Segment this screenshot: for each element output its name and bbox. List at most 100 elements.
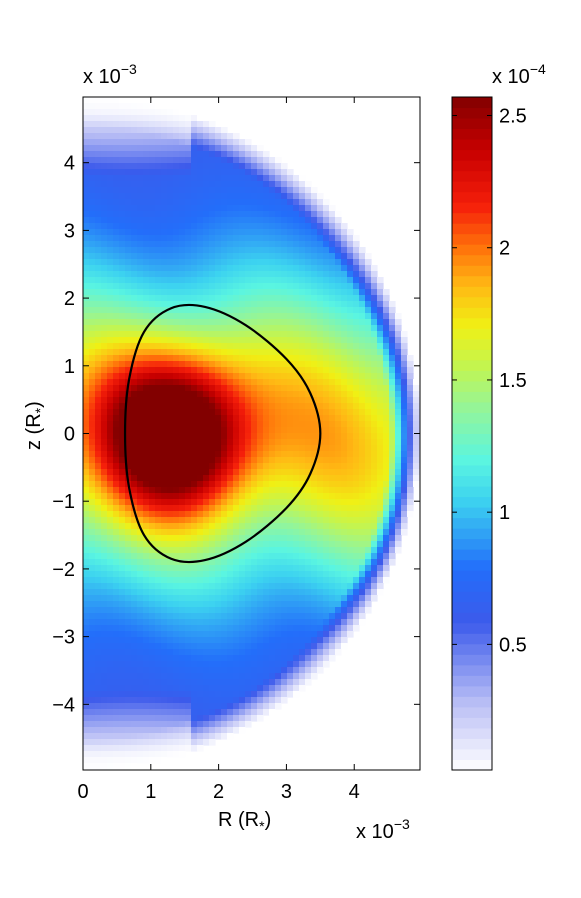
heatmap-cell xyxy=(119,643,126,650)
heatmap-cell xyxy=(119,757,126,764)
heatmap-cell xyxy=(209,157,216,164)
heatmap-cell xyxy=(305,553,312,560)
heatmap-cell xyxy=(347,547,354,554)
heatmap-cell xyxy=(341,313,348,320)
heatmap-cell xyxy=(263,493,270,500)
heatmap-cell xyxy=(89,385,96,392)
heatmap-cell xyxy=(299,559,306,566)
heatmap-cell xyxy=(83,379,90,386)
heatmap-cell xyxy=(239,361,246,368)
heatmap-cell xyxy=(215,481,222,488)
heatmap-cell xyxy=(233,313,240,320)
heatmap-cell xyxy=(245,523,252,530)
heatmap-cell xyxy=(149,583,156,590)
heatmap-cell xyxy=(221,697,228,704)
heatmap-cell xyxy=(113,577,120,584)
heatmap-cell xyxy=(269,457,276,464)
heatmap-cell xyxy=(227,523,234,530)
heatmap-cell xyxy=(401,475,408,482)
heatmap-cell xyxy=(173,739,180,746)
heatmap-cell xyxy=(275,229,282,236)
heatmap-cell xyxy=(95,379,102,386)
heatmap-cell xyxy=(173,541,180,548)
heatmap-cell xyxy=(179,175,186,182)
heatmap-cell xyxy=(287,355,294,362)
heatmap-cell xyxy=(299,457,306,464)
heatmap-cell xyxy=(293,343,300,350)
heatmap-cell xyxy=(209,211,216,218)
heatmap-cell xyxy=(227,253,234,260)
heatmap-cell xyxy=(119,205,126,212)
heatmap-cell xyxy=(245,385,252,392)
heatmap-cell xyxy=(143,487,150,494)
heatmap-cell xyxy=(89,169,96,176)
heatmap-cell xyxy=(311,667,318,674)
heatmap-cell xyxy=(83,541,90,548)
heatmap-cell xyxy=(347,355,354,362)
heatmap-cell xyxy=(167,511,174,518)
heatmap-cell xyxy=(107,523,114,530)
heatmap-cell xyxy=(113,349,120,356)
heatmap-cell xyxy=(101,727,108,734)
heatmap-cell xyxy=(143,181,150,188)
heatmap-cell xyxy=(131,409,138,416)
heatmap-cell xyxy=(95,145,102,152)
heatmap-cell xyxy=(323,265,330,272)
heatmap-cell xyxy=(143,241,150,248)
heatmap-cell xyxy=(305,655,312,662)
heatmap-cell xyxy=(383,361,390,368)
heatmap-cell xyxy=(197,343,204,350)
heatmap-cell xyxy=(329,643,336,650)
heatmap-cell xyxy=(209,223,216,230)
heatmap-cell xyxy=(407,433,414,440)
heatmap-cell xyxy=(113,343,120,350)
heatmap-cell xyxy=(299,313,306,320)
heatmap-cell xyxy=(185,433,192,440)
heatmap-cell xyxy=(131,169,138,176)
heatmap-cell xyxy=(299,535,306,542)
heatmap-cell xyxy=(371,535,378,542)
heatmap-cell xyxy=(221,133,228,140)
heatmap-cell xyxy=(137,409,144,416)
heatmap-cell xyxy=(191,415,198,422)
heatmap-cell xyxy=(305,613,312,620)
heatmap-cell xyxy=(341,391,348,398)
heatmap-cell xyxy=(119,733,126,740)
heatmap-cell xyxy=(89,685,96,692)
heatmap-cell xyxy=(215,151,222,158)
heatmap-cell xyxy=(293,499,300,506)
heatmap-cell xyxy=(107,253,114,260)
heatmap-cell xyxy=(395,409,402,416)
heatmap-cell xyxy=(185,655,192,662)
heatmap-cell xyxy=(167,673,174,680)
heatmap-cell xyxy=(95,217,102,224)
heatmap-cell xyxy=(335,223,342,230)
heatmap-cell xyxy=(263,601,270,608)
heatmap-cell xyxy=(287,493,294,500)
heatmap-cell xyxy=(107,271,114,278)
heatmap-cell xyxy=(155,709,162,716)
heatmap-cell xyxy=(305,193,312,200)
heatmap-cell xyxy=(221,127,228,134)
heatmap-cell xyxy=(101,223,108,230)
heatmap-cell xyxy=(137,463,144,470)
heatmap-cell xyxy=(239,187,246,194)
heatmap-cell xyxy=(329,571,336,578)
heatmap-cell xyxy=(107,121,114,128)
heatmap-cell xyxy=(95,199,102,206)
heatmap-cell xyxy=(335,349,342,356)
heatmap-cell xyxy=(263,211,270,218)
heatmap-cell xyxy=(179,739,186,746)
heatmap-cell xyxy=(185,403,192,410)
heatmap-cell xyxy=(137,505,144,512)
heatmap-cell xyxy=(83,571,90,578)
heatmap-cell xyxy=(251,175,258,182)
heatmap-cell xyxy=(125,679,132,686)
heatmap-cell xyxy=(143,697,150,704)
heatmap-cell xyxy=(239,301,246,308)
heatmap-cell xyxy=(395,493,402,500)
heatmap-cell xyxy=(239,247,246,254)
heatmap-cell xyxy=(269,475,276,482)
heatmap-cell xyxy=(149,625,156,632)
